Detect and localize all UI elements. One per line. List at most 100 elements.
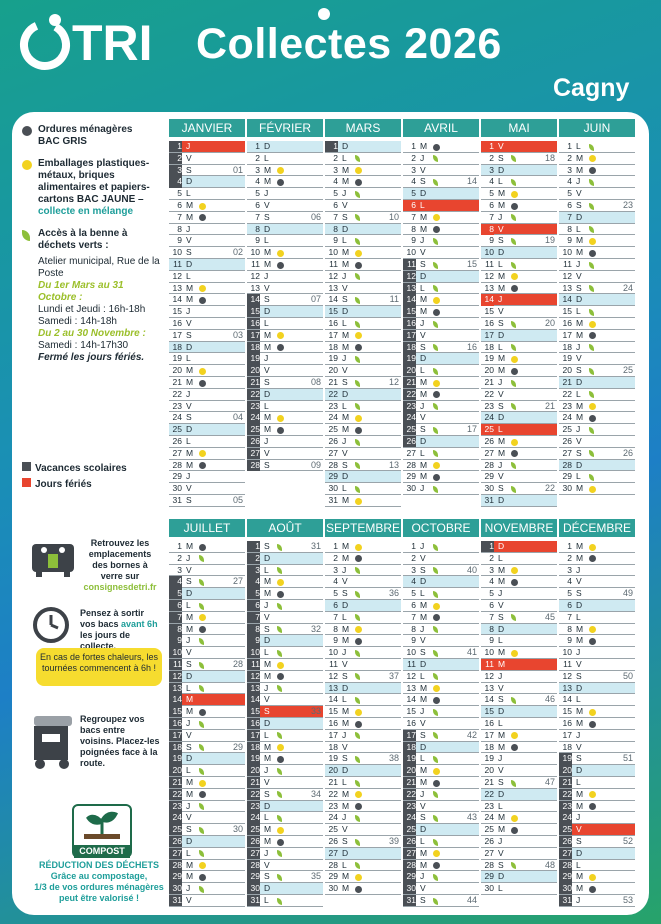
leaf-icon (355, 673, 360, 681)
day-letter: D (342, 682, 349, 693)
day-number: 24 (247, 812, 260, 824)
leaf-icon (433, 344, 438, 352)
day-number: 23 (328, 800, 338, 811)
day-number: 10 (172, 247, 182, 258)
day-letter: D (498, 871, 505, 882)
day-number: 4 (567, 576, 572, 587)
yellow-dot (433, 602, 440, 610)
day-number: 9 (333, 235, 338, 246)
day-number: 17 (562, 329, 572, 340)
day-letter: L (264, 812, 269, 823)
leaf-icon (589, 143, 594, 151)
day-letter: L (342, 859, 347, 870)
day-number: 7 (489, 211, 494, 222)
day-row: 13 L (403, 282, 479, 295)
day-row: 15 V (481, 306, 557, 318)
day-letter: L (264, 564, 269, 575)
day-letter: M (420, 141, 428, 151)
week-number: 20 (544, 318, 555, 328)
text: Fermé les jours fériés. (38, 352, 145, 363)
day-letter: V (342, 824, 348, 835)
month-header: MAI (481, 119, 557, 137)
leaf-icon (277, 626, 282, 634)
month-header: FÉVRIER (247, 119, 323, 137)
day-letter: D (186, 836, 193, 846)
week-number: 21 (544, 400, 555, 411)
gray-dot (199, 708, 206, 716)
link[interactable]: consignesdetri.fr (83, 582, 157, 592)
day-letter: M (342, 623, 350, 634)
day-number: 22 (403, 788, 416, 800)
day-letter: J (576, 812, 581, 823)
day-number: 24 (328, 812, 338, 823)
day-letter: D (264, 388, 271, 399)
day-number: 24 (328, 412, 338, 423)
day-letter: M (342, 871, 350, 882)
day-number: 3 (333, 564, 338, 575)
day-row: 10 J (325, 647, 401, 659)
day-row: 17 S 03 (169, 330, 245, 342)
day-letter: J (498, 753, 503, 764)
day-number: 3 (567, 564, 572, 575)
day-letter: M (342, 788, 350, 799)
day-letter: L (498, 883, 503, 894)
leaf-icon (355, 462, 360, 470)
day-letter: S (498, 152, 504, 163)
leaf-icon (355, 755, 360, 763)
day-number: 23 (562, 400, 572, 411)
day-number: 5 (247, 588, 260, 600)
day-letter: S (342, 588, 348, 599)
day-letter: L (186, 270, 191, 281)
day-letter: M (264, 659, 272, 669)
gray-dot (589, 167, 596, 175)
day-number: 1 (567, 141, 572, 151)
day-row: 27 D (559, 847, 635, 860)
day-number: 21 (562, 377, 572, 387)
day-row: 26 V (559, 436, 635, 448)
day-letter: D (264, 718, 271, 728)
day-letter: J (576, 895, 581, 905)
day-number: 29 (484, 871, 494, 882)
hole (318, 8, 330, 20)
day-number: 2 (333, 552, 338, 563)
gray-dot (355, 261, 362, 269)
day-letter: V (342, 659, 348, 669)
day-letter: M (576, 164, 584, 175)
week-number: 12 (388, 377, 399, 387)
day-letter: S (264, 211, 270, 222)
day-number: 13 (562, 682, 572, 693)
week-number: 47 (544, 777, 555, 787)
leaf-icon (355, 649, 360, 657)
day-number: 27 (247, 447, 260, 459)
day-letter: V (264, 611, 270, 622)
day-row: 21 V (247, 777, 323, 789)
day-number: 18 (403, 741, 416, 753)
leaf-icon (199, 578, 204, 586)
day-number: 19 (484, 353, 494, 364)
gray-dot (355, 885, 362, 893)
day-number: 21 (484, 377, 494, 387)
day-letter: M (576, 483, 584, 494)
day-row: 24 L (247, 812, 323, 825)
day-row: 26 S 39 (325, 836, 401, 848)
day-number: 21 (328, 377, 338, 387)
day-row: 19 J (325, 353, 401, 366)
day-letter: L (420, 836, 425, 846)
day-number: 29 (172, 471, 182, 482)
day-number: 26 (559, 836, 572, 848)
week-number: 25 (622, 365, 633, 376)
gray-dot (511, 450, 518, 458)
day-number: 28 (328, 459, 338, 470)
day-letter: M (264, 741, 272, 752)
day-number: 7 (411, 211, 416, 222)
day-row: 23 J (169, 800, 245, 813)
